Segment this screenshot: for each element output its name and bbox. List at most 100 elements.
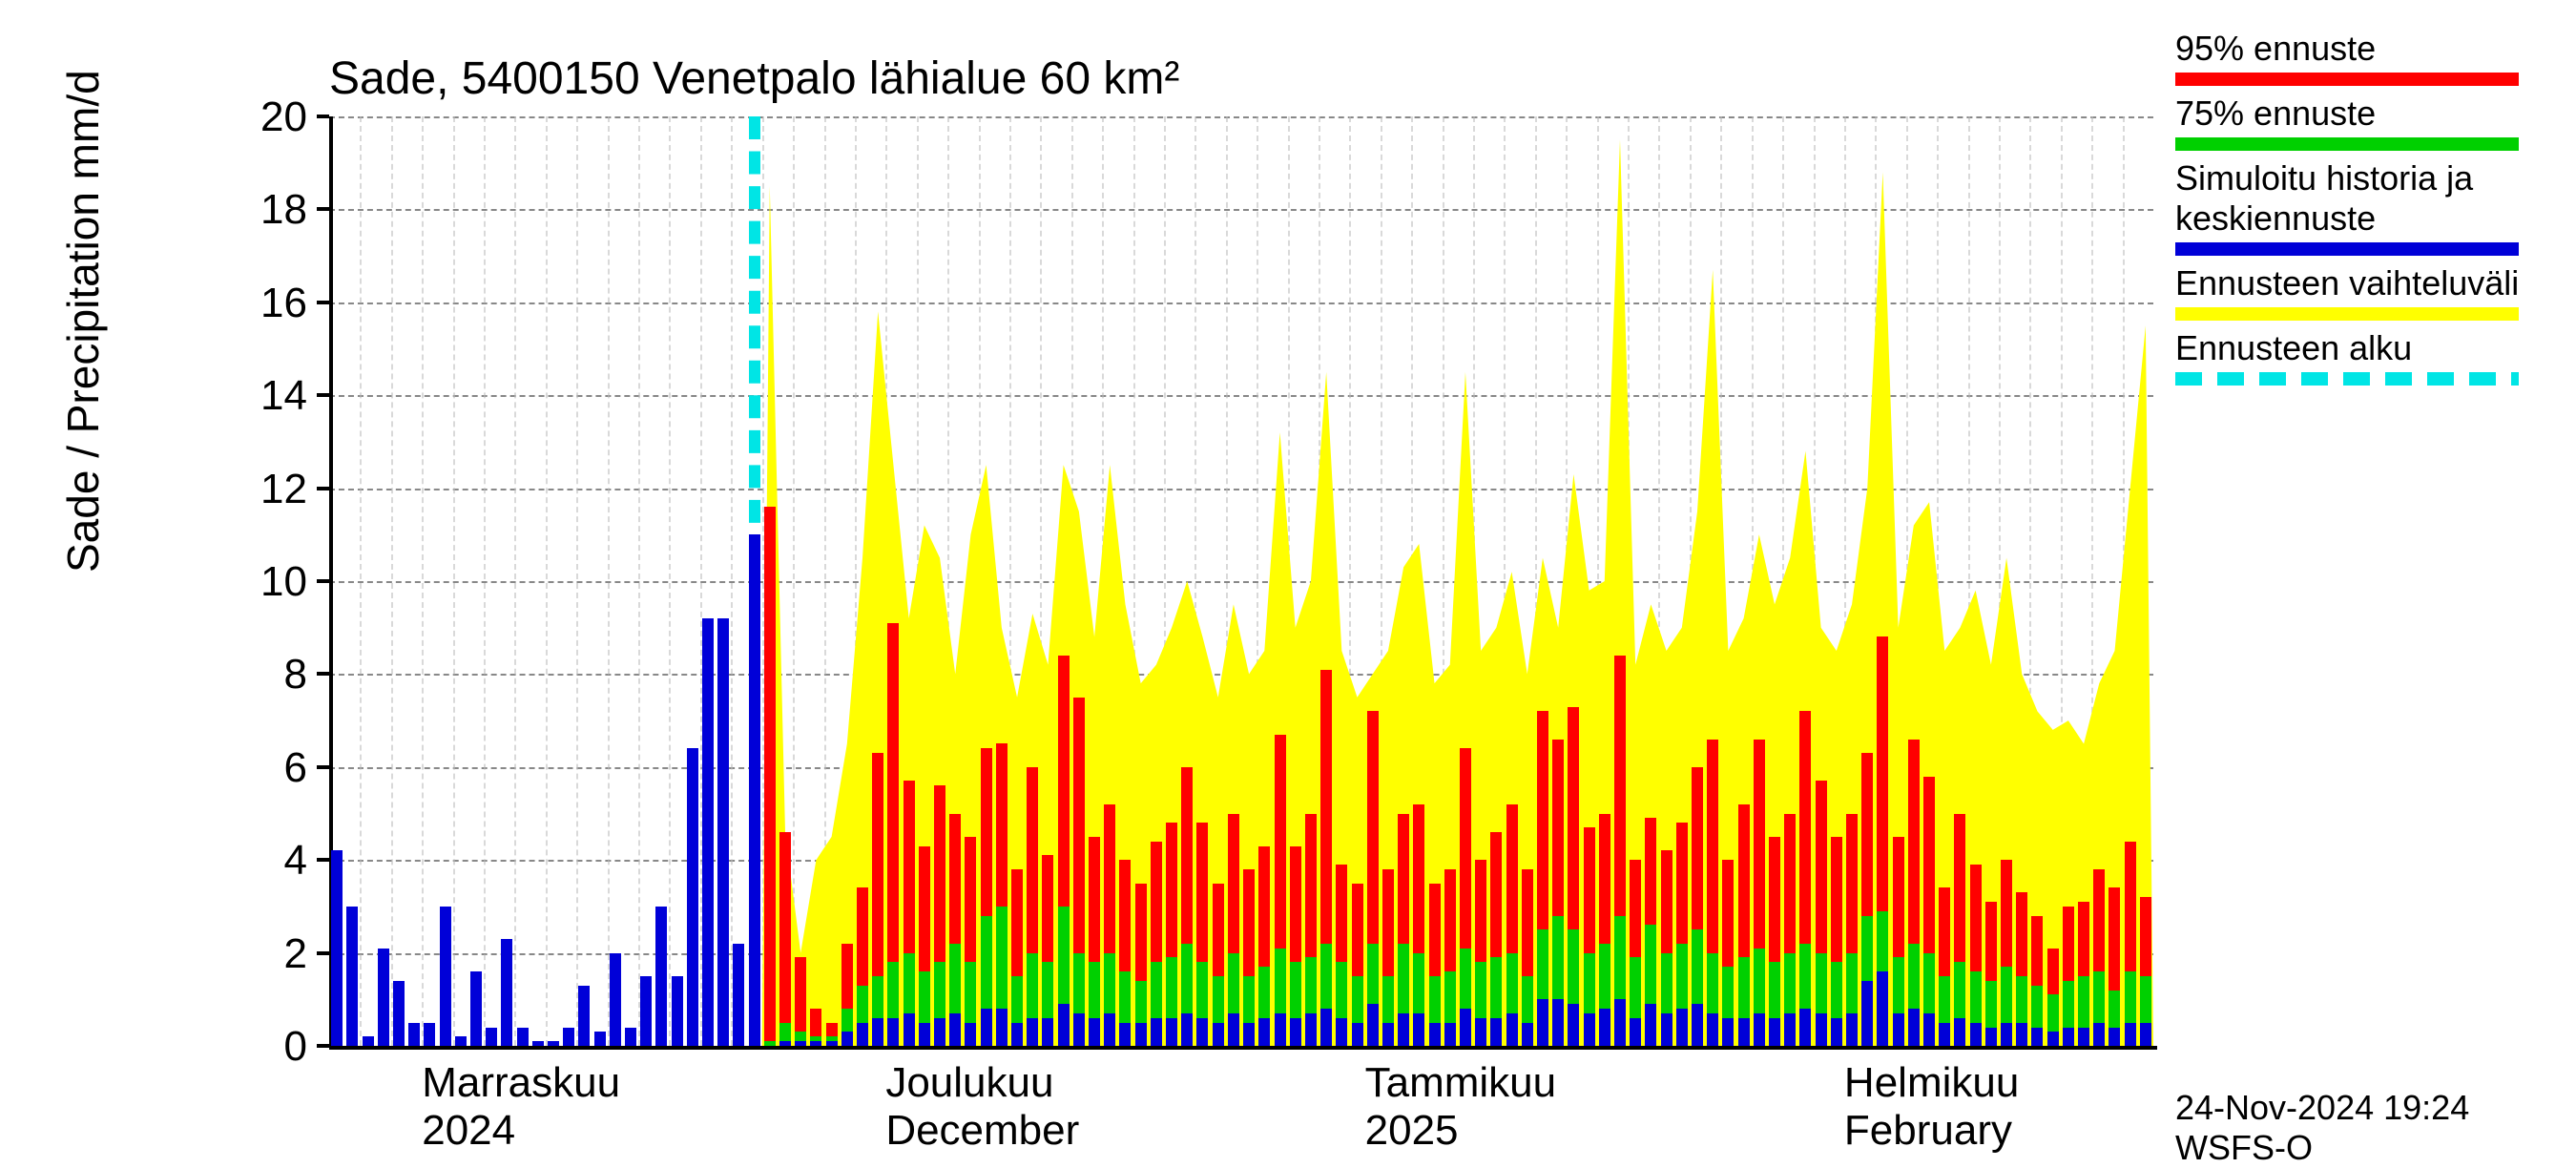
y-tick-label: 8 — [284, 651, 307, 699]
bar — [841, 1032, 853, 1046]
bar — [1181, 1013, 1193, 1046]
bar — [1429, 1023, 1441, 1046]
bar — [1769, 1018, 1780, 1046]
bar — [810, 1041, 821, 1046]
bar — [1861, 981, 1873, 1046]
bar — [2047, 1032, 2059, 1046]
bar — [440, 907, 451, 1046]
bar — [1058, 1004, 1070, 1046]
legend-item: Ennusteen vaihteluväli — [2175, 263, 2557, 321]
bar — [1119, 1023, 1131, 1046]
bar — [594, 1032, 606, 1046]
chart-container: Sade, 5400150 Venetpalo lähialue 60 km² … — [0, 0, 2576, 1145]
bar — [887, 1018, 899, 1046]
bar — [2016, 1023, 2027, 1046]
bar — [1382, 1023, 1394, 1046]
bar — [1645, 1004, 1656, 1046]
bar — [455, 1036, 467, 1046]
bar — [1490, 1018, 1502, 1046]
bar — [749, 534, 760, 1046]
bar — [1275, 1013, 1286, 1046]
bar — [733, 944, 744, 1046]
bar — [1584, 1013, 1595, 1046]
bar — [486, 1028, 497, 1046]
bar — [1506, 1013, 1518, 1046]
y-tick-label: 12 — [260, 466, 307, 513]
bar — [625, 1028, 636, 1046]
x-month-label: Tammikuu2025 — [1365, 1059, 1557, 1155]
legend-swatch — [2175, 242, 2519, 256]
bar — [532, 1041, 544, 1046]
bar — [2078, 1028, 2089, 1046]
bar — [1243, 1023, 1255, 1046]
bar — [949, 1013, 961, 1046]
bar — [717, 618, 729, 1046]
bar — [640, 976, 652, 1046]
bar — [702, 618, 714, 1046]
bar — [1599, 1009, 1610, 1046]
bar — [1799, 1009, 1811, 1046]
bar — [1166, 1018, 1177, 1046]
bar — [1213, 1023, 1224, 1046]
bar — [1367, 1004, 1379, 1046]
bar — [1614, 999, 1626, 1046]
bar — [2093, 1023, 2105, 1046]
bar — [501, 939, 512, 1046]
legend-swatch — [2175, 73, 2519, 86]
bar — [1027, 1018, 1038, 1046]
bar — [1676, 1009, 1688, 1046]
bar — [1444, 1023, 1456, 1046]
chart-title: Sade, 5400150 Venetpalo lähialue 60 km² — [329, 52, 1179, 105]
bar — [563, 1028, 574, 1046]
bar — [1522, 1023, 1533, 1046]
y-tick-label: 0 — [284, 1023, 307, 1071]
bar — [2063, 1028, 2074, 1046]
bar — [872, 1018, 883, 1046]
bar — [1042, 1018, 1053, 1046]
bar — [1893, 1013, 1904, 1046]
bar — [919, 1023, 930, 1046]
legend-swatch — [2175, 307, 2519, 321]
bar — [1258, 1018, 1270, 1046]
bar — [1630, 1018, 1641, 1046]
bar — [981, 1009, 992, 1046]
bar — [1846, 1013, 1858, 1046]
bar — [424, 1023, 435, 1046]
bar — [1398, 1013, 1409, 1046]
bar — [1460, 1009, 1471, 1046]
bar — [1011, 1023, 1023, 1046]
legend-swatch — [2175, 372, 2519, 386]
bar — [470, 971, 482, 1046]
bar — [1707, 1013, 1718, 1046]
y-tick-label: 10 — [260, 558, 307, 606]
bar — [2125, 1023, 2136, 1046]
legend-label: Ennusteen alku — [2175, 328, 2557, 368]
bar — [1151, 1018, 1162, 1046]
bar — [1552, 999, 1564, 1046]
bar — [1073, 1013, 1085, 1046]
bar — [1352, 1023, 1363, 1046]
legend-label: Simuloitu historia jakeskiennuste — [2175, 158, 2557, 239]
legend-item: 75% ennuste — [2175, 94, 2557, 151]
bar — [378, 949, 389, 1046]
y-tick-label: 6 — [284, 744, 307, 792]
legend-item: 95% ennuste — [2175, 29, 2557, 86]
bar — [1908, 1009, 1920, 1046]
bar — [1970, 1023, 1982, 1046]
bar — [1985, 1028, 1997, 1046]
bar — [857, 1023, 868, 1046]
y-tick-label: 20 — [260, 94, 307, 141]
bar — [331, 850, 343, 1046]
bar — [1089, 1018, 1100, 1046]
bar — [578, 986, 590, 1046]
legend-swatch — [2175, 137, 2519, 151]
bar — [1290, 1018, 1301, 1046]
bar — [1475, 1018, 1486, 1046]
bar — [393, 981, 405, 1046]
bar — [687, 748, 698, 1046]
bar — [1413, 1013, 1424, 1046]
bar — [1320, 1009, 1332, 1046]
bar — [1939, 1023, 1950, 1046]
legend-item: Simuloitu historia jakeskiennuste — [2175, 158, 2557, 256]
y-tick-label: 14 — [260, 372, 307, 420]
